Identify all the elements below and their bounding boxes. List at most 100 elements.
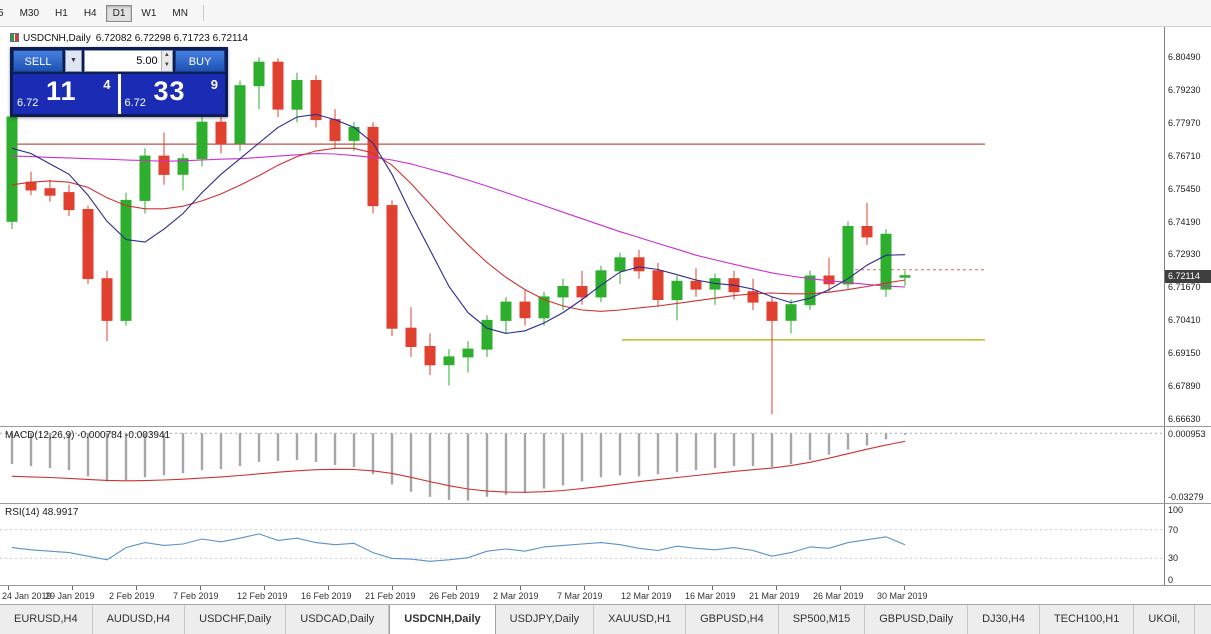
date-tick [72,586,73,590]
rsi-axis-label: 0 [1168,575,1174,585]
sell-price-point: 4 [103,77,111,92]
date-label: 7 Feb 2019 [173,591,219,601]
rsi-axis-label: 70 [1168,525,1179,535]
macd-indicator-label: MACD(12,26,9) -0.000784 -0.003941 [5,430,171,441]
date-tick [8,586,9,590]
date-tick [264,586,265,590]
date-label: 2 Mar 2019 [493,591,539,601]
volume-input[interactable] [85,51,161,71]
chart-tab-xauusd[interactable]: XAUUSD,H1 [594,605,687,634]
last-price-badge: 6.72114 [1165,270,1211,283]
date-tick [136,586,137,590]
date-label: 2 Feb 2019 [109,591,155,601]
volume-up-button[interactable]: ▲ [161,51,172,61]
rsi-indicator-label: RSI(14) 48.9917 [5,507,79,518]
date-tick [520,586,521,590]
volume-spinner: ▲ ▼ [160,51,172,71]
price-axis[interactable]: 6.72114 6.80490 6.79230 6.77970 6.76710 6.75… [1164,27,1211,585]
date-label: 29 Jan 2019 [45,591,95,601]
date-label: 21 Mar 2019 [749,591,800,601]
sell-price-panel[interactable]: 6.72 11 4 [13,74,118,114]
date-label: 30 Mar 2019 [877,591,928,601]
price-axis-label: 6.69150 [1168,348,1201,358]
date-axis[interactable]: 24 Jan 2019 29 Jan 2019 2 Feb 2019 7 Feb 20… [0,585,1211,604]
chart-tab-usdchf[interactable]: USDCHF,Daily [185,605,287,634]
date-tick [392,586,393,590]
date-label: 26 Mar 2019 [813,591,864,601]
one-click-trading-widget: SELL ▼ ▲ ▼ BUY 6.72 11 4 6.72 33 9 [10,47,228,117]
chart-tab-gbpusd[interactable]: GBPUSD,Daily [865,605,969,634]
macd-chart[interactable] [0,427,1164,503]
chart-tab-dj30[interactable]: DJ30,H4 [968,605,1040,634]
date-tick [712,586,713,590]
timeframe-buttons: 5 M30 H1 H4 D1 W1 MN [0,4,196,22]
buy-price-point: 9 [210,77,218,92]
chevron-down-icon: ▼ [70,57,77,64]
price-axis-label: 6.75450 [1168,184,1201,194]
price-axis-label: 6.67890 [1168,381,1201,391]
chart-tab-usdcnh[interactable]: USDCNH,Daily [389,605,496,634]
timeframe-button-w1[interactable]: W1 [141,7,157,19]
date-tick [904,586,905,590]
chart-tab-ukoil[interactable]: UKOil, [1134,605,1196,634]
date-label: 12 Feb 2019 [237,591,288,601]
price-axis-label: 6.66630 [1168,414,1201,424]
date-tick [776,586,777,590]
date-label: 16 Feb 2019 [301,591,352,601]
price-axis-label: 6.72930 [1168,249,1201,259]
date-label: 24 Jan 2019 [2,591,52,601]
volume-down-button[interactable]: ▼ [161,61,172,71]
chart-tab-usdjpy[interactable]: USDJPY,Daily [495,605,595,634]
timeframe-button-5[interactable]: 5 [0,7,4,19]
price-axis-label: 6.79230 [1168,85,1201,95]
price-axis-label: 6.77970 [1168,118,1201,128]
timeframe-button-m30[interactable]: M30 [19,7,40,19]
rsi-panel-divider [0,503,1211,504]
date-label: 16 Mar 2019 [685,591,736,601]
buy-price-prefix: 6.72 [124,97,146,109]
toolbar-separator [202,5,204,21]
buy-button[interactable]: BUY [175,50,225,72]
date-label: 26 Feb 2019 [429,591,480,601]
buy-price-pips: 33 [153,76,186,106]
timeframe-button-mn[interactable]: MN [172,7,188,19]
date-tick [200,586,201,590]
timeframe-button-h1[interactable]: H1 [55,7,68,19]
ohlc-values: 6.72082 6.72298 6.71723 6.72114 [95,33,248,44]
rsi-axis-label: 100 [1168,505,1184,515]
chart-tab-sp500[interactable]: SP500,M15 [778,605,866,634]
symbol-period-label: USDCNH,Daily [23,33,91,44]
macd-axis-min: -0.03279 [1168,492,1204,502]
chart-tab-bar: EURUSD,H4 AUDUSD,H4 USDCHF,Daily USDCAD,Dai… [0,604,1211,634]
volume-field: ▲ ▼ [84,50,173,72]
date-tick [840,586,841,590]
price-axis-label: 6.80490 [1168,52,1201,62]
timeframe-button-d1[interactable]: D1 [105,4,133,22]
date-tick [584,586,585,590]
buy-price-panel[interactable]: 6.72 33 9 [120,74,225,114]
macd-panel-divider [0,426,1211,427]
date-tick [456,586,457,590]
rsi-axis-label: 30 [1168,553,1179,563]
price-axis-label: 6.76710 [1168,151,1201,161]
volume-dropdown-button[interactable]: ▼ [65,50,82,72]
chart-tab-tech100[interactable]: TECH100,H1 [1039,605,1135,634]
chart-tab-gbpusd[interactable]: GBPUSD,H4 [686,605,779,634]
rsi-chart[interactable] [0,504,1164,585]
price-axis-label: 6.70410 [1168,315,1201,325]
price-panel-divider [117,74,121,114]
timeframe-toolbar: 5 M30 H1 H4 D1 W1 MN [0,0,1211,27]
price-axis-label: 6.71670 [1168,282,1201,292]
sell-price-prefix: 6.72 [17,97,39,109]
chart-tab-usdcad[interactable]: USDCAD,Daily [286,605,390,634]
date-tick [328,586,329,590]
sell-price-pips: 11 [46,76,77,106]
timeframe-button-h4[interactable]: H4 [83,7,97,19]
one-click-price-row: 6.72 11 4 6.72 33 9 [13,74,225,114]
chart-tab-audusd[interactable]: AUDUSD,H4 [92,605,186,634]
chart-tab-eurusd[interactable]: EURUSD,H4 [0,605,93,634]
date-label: 12 Mar 2019 [621,591,672,601]
chart-title: USDCNH,Daily 6.72082 6.72298 6.71723 6.72… [10,33,248,44]
sell-button[interactable]: SELL [13,50,63,72]
date-tick [648,586,649,590]
